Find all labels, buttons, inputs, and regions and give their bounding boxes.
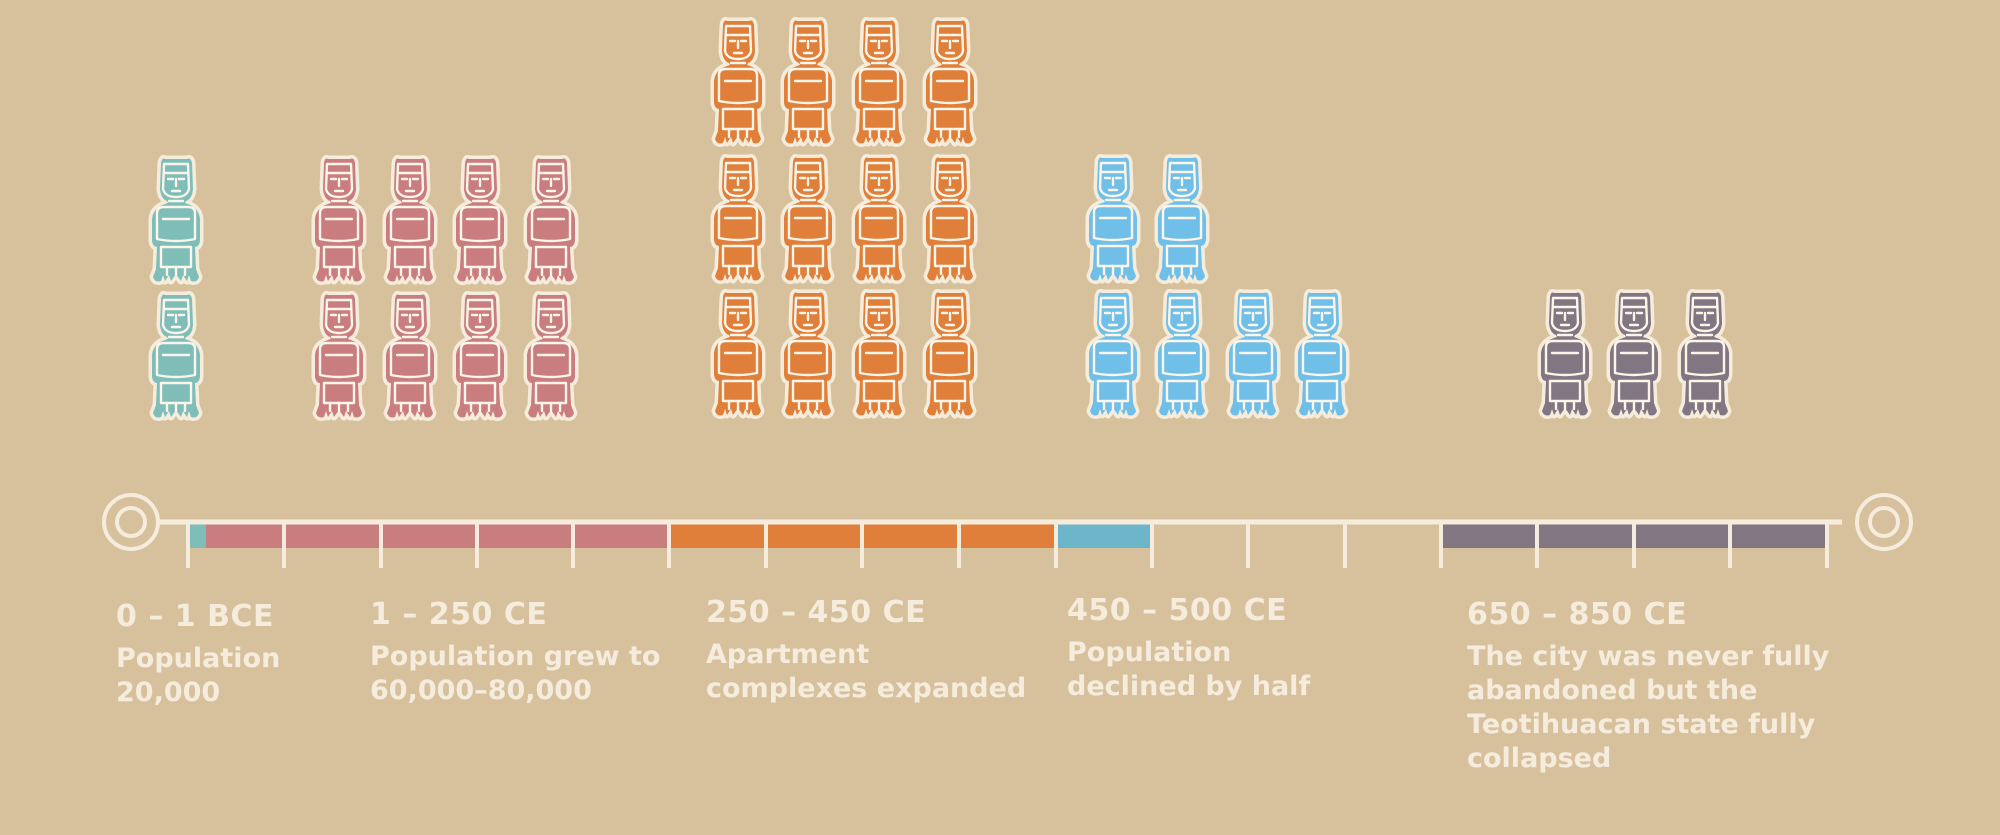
standing-figure-icon	[1681, 293, 1729, 416]
standing-figure-icon	[1089, 158, 1137, 281]
standing-figure-icon	[855, 21, 903, 144]
standing-figure-icon	[784, 293, 832, 416]
standing-figure-icon	[456, 159, 504, 282]
period-title: 0 – 1 BCE	[116, 599, 274, 634]
standing-figure-icon	[1298, 293, 1346, 416]
standing-figure-icon	[1610, 293, 1658, 416]
figure-group-p1	[315, 159, 575, 418]
standing-figure-icon	[784, 21, 832, 144]
period-label-p2: 250 – 450 CE Apartment complexes expanded	[706, 596, 1036, 706]
timeline-axis	[102, 493, 1913, 568]
period-description: Population 20,000	[116, 643, 281, 708]
period-title: 1 – 250 CE	[370, 597, 548, 632]
period-title: 450 – 500 CE	[1067, 593, 1288, 628]
figure-group-p0	[152, 159, 200, 418]
standing-figure-icon	[386, 159, 434, 282]
standing-figure-icon	[855, 293, 903, 416]
standing-figure-icon	[386, 295, 434, 418]
standing-figure-icon	[1541, 293, 1589, 416]
period-description: Population declined by half	[1067, 637, 1311, 702]
period-label-p3: 450 – 500 CE Population declined by half	[1067, 594, 1367, 704]
population-figures	[152, 21, 1729, 418]
standing-figure-icon	[784, 158, 832, 281]
timeline-end-icon	[1855, 493, 1913, 551]
figure-group-p2	[714, 21, 974, 416]
standing-figure-icon	[1158, 293, 1206, 416]
standing-figure-icon	[1158, 158, 1206, 281]
figure-group-p3	[1089, 158, 1346, 416]
standing-figure-icon	[855, 158, 903, 281]
figure-group-p4	[1541, 293, 1729, 416]
standing-figure-icon	[926, 293, 974, 416]
standing-figure-icon	[714, 293, 762, 416]
period-title: 250 – 450 CE	[706, 595, 927, 630]
standing-figure-icon	[527, 159, 575, 282]
timeline-bar-segment	[188, 523, 206, 548]
timeline-start-icon	[102, 493, 160, 551]
standing-figure-icon	[1089, 293, 1137, 416]
timeline-bar-segment	[1056, 523, 1152, 548]
period-description: Apartment complexes expanded	[706, 639, 1027, 704]
standing-figure-icon	[926, 21, 974, 144]
period-description: The city was never fully abandoned but t…	[1467, 641, 1830, 774]
standing-figure-icon	[1229, 293, 1277, 416]
period-description: Population grew to 60,000–80,000	[370, 641, 661, 706]
timeline-start-icon-inner	[115, 506, 147, 538]
standing-figure-icon	[152, 159, 200, 282]
period-label-p4: 650 – 850 CE The city was never fully aba…	[1467, 598, 1947, 776]
standing-figure-icon	[456, 295, 504, 418]
standing-figure-icon	[714, 158, 762, 281]
standing-figure-icon	[152, 295, 200, 418]
period-label-p0: 0 – 1 BCE Population 20,000	[116, 600, 286, 710]
standing-figure-icon	[926, 158, 974, 281]
period-label-p1: 1 – 250 CE Population grew to 60,000–80,0…	[370, 598, 670, 708]
timeline-end-icon-inner	[1868, 506, 1900, 538]
standing-figure-icon	[527, 295, 575, 418]
standing-figure-icon	[315, 159, 363, 282]
period-title: 650 – 850 CE	[1467, 597, 1688, 632]
standing-figure-icon	[714, 21, 762, 144]
standing-figure-icon	[315, 295, 363, 418]
timeline-bar-segment	[206, 523, 669, 548]
